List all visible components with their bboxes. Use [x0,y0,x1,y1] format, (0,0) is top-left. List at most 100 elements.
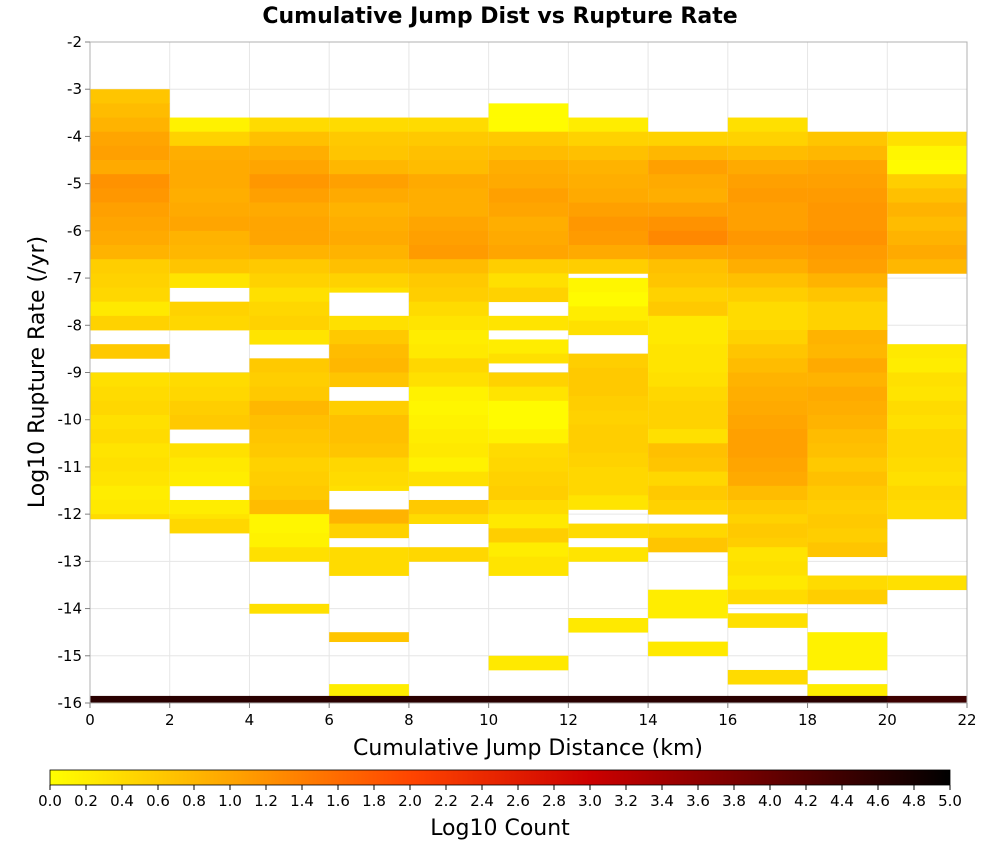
heatmap-cell [90,514,170,520]
heatmap-cell-bottom [249,695,330,703]
heatmap-cell [90,273,170,288]
colorbar-tick-label: 3.2 [614,792,638,810]
heatmap-cell [488,414,569,430]
heatmap-cell [807,632,888,647]
y-tick-label: -6 [67,222,82,240]
heatmap-cell [169,188,250,203]
heatmap-cell [648,603,728,619]
heatmap-cell [648,301,728,317]
colorbar-tick-label: 2.4 [470,792,494,810]
heatmap-cell [568,618,649,633]
heatmap-cell [807,344,888,359]
heatmap-cell [807,372,888,388]
heatmap-cell [568,131,649,147]
heatmap-cell [488,655,569,671]
heatmap-cell [408,188,489,203]
heatmap-cell [727,202,808,218]
heatmap-cell [90,117,170,133]
heatmap-cell [488,273,569,288]
heatmap-cell [727,174,808,189]
heatmap-cell [169,471,250,487]
heatmap-cell [887,344,967,359]
heatmap-cell [169,174,250,189]
heatmap-cell [807,174,888,189]
heatmap-cell [648,216,728,232]
heatmap-cell [807,188,888,203]
heatmap-cell [249,315,330,331]
heatmap-cell [807,575,888,591]
heatmap-cell [568,292,649,307]
heatmap-cell [568,438,649,454]
heatmap-cell [648,230,728,246]
colorbar-tick-label: 5.0 [938,792,962,810]
heatmap-cell [488,145,569,161]
heatmap-cell [408,160,489,175]
heatmap-cell [488,353,569,364]
colorbar-tick-label: 1.8 [362,792,386,810]
chart-title: Cumulative Jump Dist vs Rupture Rate [262,4,737,29]
heatmap-cell [807,273,888,288]
heatmap-cell-bottom [727,695,808,703]
heatmap-cell [329,174,409,189]
heatmap-cell [488,188,569,203]
heatmap-cell [90,131,170,147]
heatmap-cell [648,443,728,458]
heatmap-cell [727,358,808,373]
heatmap-cell [887,457,967,473]
heatmap-cell [408,230,489,246]
heatmap-cell [169,499,250,515]
heatmap-cell [329,684,409,699]
heatmap-cell [329,358,409,373]
heatmap-cell [568,353,649,369]
colorbar-tick-label: 1.0 [218,792,242,810]
heatmap-cell [488,202,569,218]
heatmap-cell [807,400,888,416]
heatmap-cell [807,358,888,373]
heatmap-cell [648,188,728,203]
heatmap-cell [329,547,409,562]
heatmap-cell [249,358,330,373]
heatmap-cell [90,245,170,260]
heatmap-cell [807,528,888,543]
heatmap-cell [807,160,888,175]
colorbar-tick-label: 2.2 [434,792,458,810]
heatmap-cell [249,547,330,562]
heatmap-cell [408,117,489,133]
heatmap-cell [568,174,649,189]
y-tick-label: -12 [58,505,83,523]
heatmap-cell [169,273,250,288]
heatmap-cell [329,414,409,430]
heatmap-cell [249,485,330,501]
heatmap-cell [807,131,888,147]
heatmap-cell [408,372,489,388]
heatmap-cell [727,514,808,524]
x-tick-label: 2 [165,711,175,729]
heatmap-cell [488,259,569,274]
heatmap-cell [408,301,489,317]
heatmap-cell [648,414,728,430]
heatmap-cell [887,202,967,218]
heatmap-cell [329,273,409,288]
heatmap-cell [249,372,330,388]
heatmap-cell [90,414,170,430]
heatmap-cell [807,230,888,246]
heatmap-cell [169,202,250,218]
heatmap-cell [90,145,170,161]
heatmap-cell [329,188,409,203]
heatmap-cell [488,315,569,331]
x-tick-label: 12 [559,711,578,729]
heatmap-cell [249,414,330,430]
heatmap-cell [727,216,808,232]
heatmap-cell [90,160,170,175]
heatmap-cell [727,429,808,444]
heatmap-cell [887,245,967,260]
heatmap-cell [648,344,728,359]
heatmap-cell [727,131,808,147]
heatmap-cell [249,188,330,203]
heatmap-cell [408,443,489,458]
x-tick-label: 0 [85,711,95,729]
heatmap-cell [90,259,170,274]
y-tick-label: -2 [67,33,82,51]
heatmap-cell [249,301,330,317]
heatmap-cell [727,400,808,416]
